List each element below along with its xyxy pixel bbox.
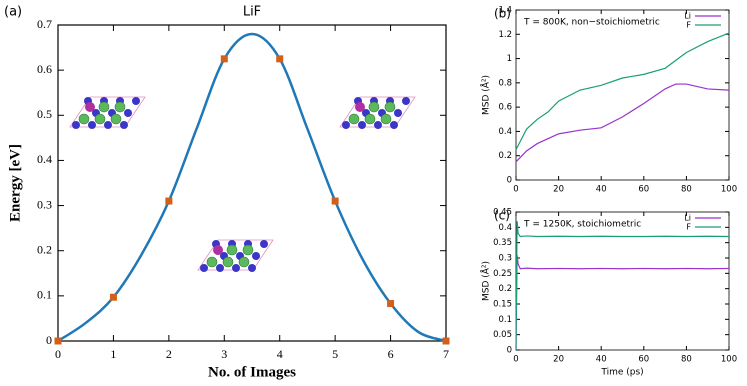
y-tick-label: 0 <box>507 346 512 356</box>
y-tick-label: 0.35 <box>493 238 512 248</box>
x-tick-label: 0 <box>513 355 518 365</box>
plot-area <box>54 32 450 345</box>
structure-image <box>69 96 146 130</box>
data-point <box>109 293 117 301</box>
x-tick-label: 0 <box>55 347 61 361</box>
data-point <box>331 197 339 205</box>
y-tick-label: 0.5 <box>37 107 52 121</box>
legend-label: Li <box>684 12 691 21</box>
y-tick-label: 0.6 <box>37 62 52 76</box>
x-tick-label: 80 <box>681 355 692 365</box>
data-line <box>515 32 730 150</box>
x-tick-label: 0 <box>513 185 518 195</box>
x-tick-label: 4 <box>277 347 283 361</box>
data-point <box>220 55 228 63</box>
y-tick-label: 0.7 <box>37 17 52 31</box>
y-tick-label: 0.2 <box>37 242 52 256</box>
x-tick-label: 40 <box>596 355 607 365</box>
structure-image <box>339 96 416 130</box>
x-tick-label: 5 <box>332 347 338 361</box>
data-point <box>387 300 395 308</box>
panel-label: (b) <box>494 7 511 21</box>
y-tick-label: 0.05 <box>493 330 512 340</box>
y-tick-label: 0.1 <box>498 315 512 325</box>
y-axis-label: MSD (Å²) <box>480 75 492 115</box>
plot-area <box>515 221 730 351</box>
x-axis-label: No. of Images <box>208 364 296 380</box>
y-axis-label: Energy [eV] <box>7 144 23 222</box>
y-tick-label: 0.6 <box>498 103 512 113</box>
y-tick-label: 0.3 <box>37 197 52 211</box>
y-tick-label: 0.1 <box>37 288 52 302</box>
plot-area <box>515 32 730 163</box>
legend-label: Li <box>684 214 691 223</box>
x-tick-label: 80 <box>681 185 692 195</box>
plot-frame <box>515 9 730 181</box>
plot-frame <box>515 211 730 351</box>
data-point <box>54 337 62 345</box>
y-tick-label: 0.4 <box>37 152 52 166</box>
y-tick-label: 0.3 <box>498 254 512 264</box>
annotation: T = 800K, non−stoichiometric <box>523 18 660 28</box>
x-tick-label: 20 <box>553 355 564 365</box>
x-axis-label: Time (ps) <box>600 368 643 378</box>
y-tick-label: 0.45 <box>493 208 512 218</box>
y-tick-label: 0.4 <box>498 223 512 233</box>
data-point <box>276 55 284 63</box>
x-tick-label: 100 <box>721 355 737 365</box>
plot-frame <box>57 24 447 342</box>
data-point <box>165 197 173 205</box>
y-tick-label: 1.2 <box>498 30 512 40</box>
x-tick-label: 20 <box>553 185 564 195</box>
x-tick-label: 7 <box>443 347 449 361</box>
panel-label: (c) <box>494 209 510 223</box>
x-tick-label: 3 <box>221 347 227 361</box>
y-tick-label: 0.2 <box>498 284 512 294</box>
x-tick-label: 60 <box>638 355 649 365</box>
y-tick-label: 0.2 <box>498 151 512 161</box>
panel-label: (a) <box>4 5 22 20</box>
y-axis-label: MSD (Å²) <box>480 261 492 301</box>
y-tick-label: 0 <box>46 333 52 347</box>
y-tick-label: 1.4 <box>498 6 512 16</box>
x-tick-label: 40 <box>596 185 607 195</box>
legend-label: F <box>686 21 691 30</box>
x-tick-label: 6 <box>388 347 394 361</box>
y-tick-label: 1 <box>507 54 512 64</box>
data-point <box>442 337 450 345</box>
data-line <box>515 221 730 351</box>
x-tick-label: 1 <box>110 347 116 361</box>
y-tick-label: 0.4 <box>498 127 512 137</box>
data-line <box>515 83 730 163</box>
y-tick-label: 0.15 <box>493 300 512 310</box>
y-tick-label: 0.25 <box>493 269 512 279</box>
data-line <box>515 254 730 351</box>
annotation: T = 1250K, stoichiometric <box>523 220 641 230</box>
y-tick-label: 0 <box>507 176 512 186</box>
x-tick-label: 2 <box>166 347 172 361</box>
data-line <box>57 32 447 343</box>
structure-image <box>197 239 274 273</box>
y-tick-label: 0.8 <box>498 78 512 88</box>
chart-title: LiF <box>243 5 261 20</box>
legend-label: F <box>686 223 691 232</box>
x-tick-label: 100 <box>721 185 737 195</box>
x-tick-label: 60 <box>638 185 649 195</box>
